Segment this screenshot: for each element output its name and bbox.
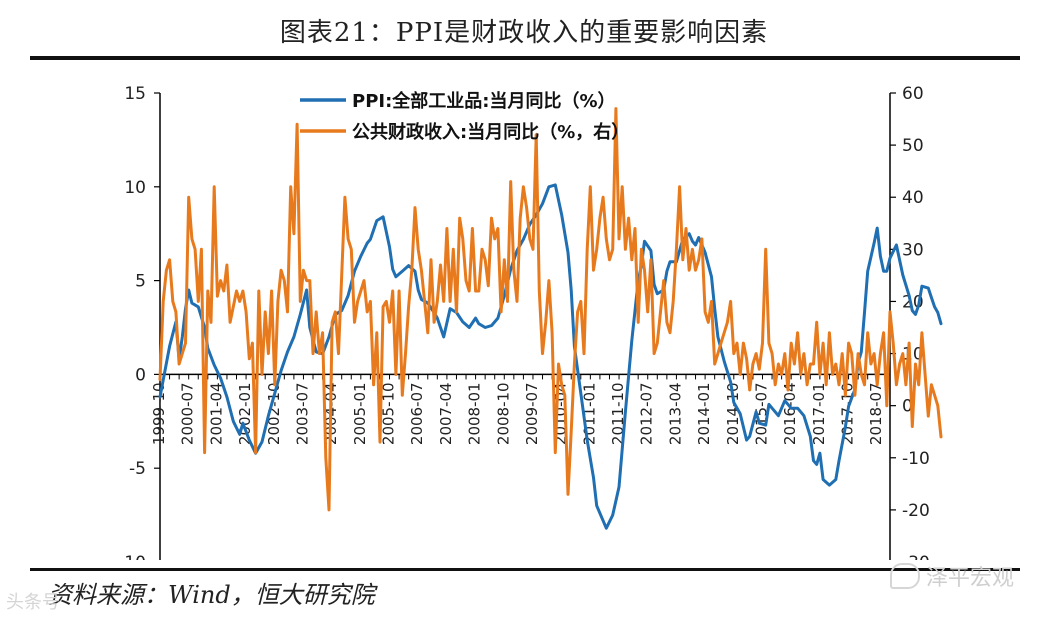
x-axis-tick-label: 2013-04 <box>666 382 684 445</box>
x-axis-tick-label: 2009-07 <box>523 382 541 445</box>
x-axis-tick-label: 2014-10 <box>724 382 742 445</box>
x-axis-tick-label: 2012-07 <box>638 382 656 445</box>
wechat-icon <box>889 563 920 589</box>
left-axis-tick-label: 5 <box>135 272 146 292</box>
x-axis-tick-label: 2017-01 <box>810 382 828 445</box>
x-axis-tick-label: 2015-07 <box>752 382 770 445</box>
right-axis-tick-label: 40 <box>902 188 924 208</box>
x-axis-tick-label: 2008-01 <box>466 382 484 445</box>
watermark-left: 头条号 <box>6 592 60 613</box>
x-axis-tick-label: 1999-10 <box>150 382 168 445</box>
x-axis-tick-label: 2001-04 <box>207 382 225 445</box>
left-axis-tick-label: 0 <box>135 365 146 385</box>
legend-label-fiscal: 公共财政收入:当月同比（%，右） <box>352 121 629 143</box>
right-axis-tick-label: 0 <box>902 397 913 417</box>
series-line-fiscal <box>158 107 943 512</box>
right-axis-tick-label: 60 <box>902 84 924 104</box>
right-axis-tick-label: -30 <box>902 553 930 560</box>
x-axis-tick-label: 2018-07 <box>867 382 885 445</box>
x-axis-tick-label: 2002-01 <box>236 382 254 445</box>
x-axis-tick-label: 2003-07 <box>293 382 311 445</box>
right-axis-tick-label: 30 <box>902 240 924 260</box>
legend: PPI:全部工业品:当月同比（%） 公共财政收入:当月同比（%，右） <box>300 90 629 143</box>
legend-label-ppi: PPI:全部工业品:当月同比（%） <box>352 90 616 112</box>
right-axis-tick-label: -20 <box>902 501 930 521</box>
left-axis-tick-label: -5 <box>129 459 146 479</box>
chart-title: 图表21：PPI是财政收入的重要影响因素 <box>279 18 769 48</box>
x-axis-tick-label: 2014-01 <box>695 382 713 445</box>
left-axis-tick-label: 10 <box>124 178 146 198</box>
watermark-text: 泽平宏观 <box>925 566 1014 591</box>
chart: -10-5051015-30-20-1001020304050601999-10… <box>118 84 943 560</box>
x-axis-tick-label: 2008-10 <box>494 382 512 445</box>
source-note: 资料来源：Wind，恒大研究院 <box>48 581 375 609</box>
x-axis-tick-label: 2005-01 <box>351 382 369 445</box>
series-line-ppi <box>158 183 943 530</box>
x-axis-tick-label: 2000-07 <box>179 382 197 445</box>
left-axis-tick-label: 15 <box>124 84 146 104</box>
bottom-rule <box>30 568 1020 571</box>
watermark: 泽平宏观 <box>889 560 1014 592</box>
x-axis-tick-label: 2005-10 <box>380 382 398 445</box>
right-axis-tick-label: -10 <box>902 449 930 469</box>
x-axis-tick-label: 2007-04 <box>437 382 455 445</box>
left-axis-tick-label: -10 <box>118 553 146 560</box>
x-axis-tick-label: 2002-10 <box>265 382 283 445</box>
top-rule <box>30 56 1020 60</box>
right-axis-tick-label: 50 <box>902 136 924 156</box>
x-axis-tick-label: 2006-07 <box>408 382 426 445</box>
x-axis-tick-label: 2016-04 <box>781 382 799 445</box>
